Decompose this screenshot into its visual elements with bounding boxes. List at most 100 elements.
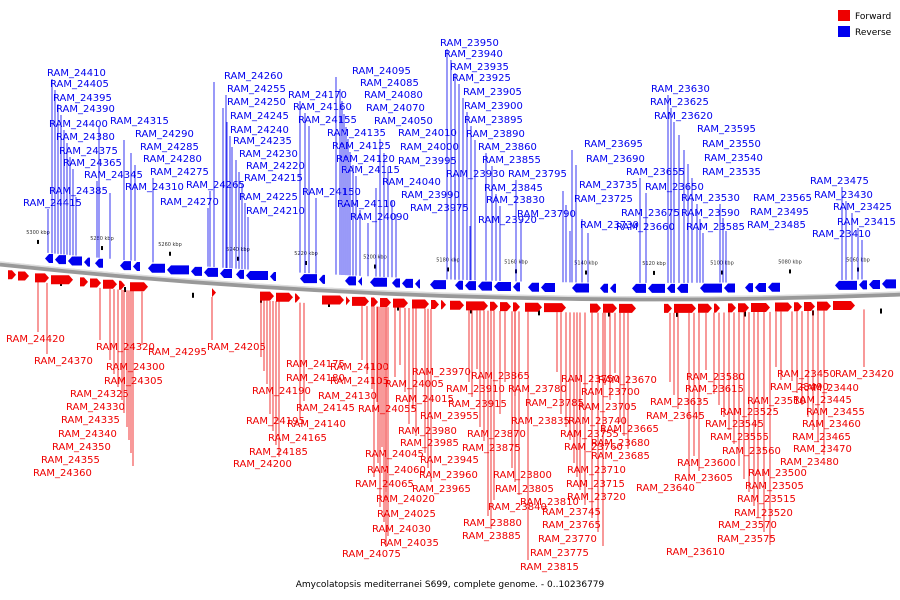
forward-gene-label: RAM_24060 bbox=[367, 465, 426, 476]
kbp-tick-label: 5200 kbp bbox=[363, 255, 387, 261]
kbp-tick bbox=[585, 270, 587, 275]
forward-gene-label: RAM_23570 bbox=[718, 520, 777, 531]
reverse-gene-label: RAM_24390 bbox=[56, 104, 115, 115]
forward-gene-label: RAM_24420 bbox=[6, 334, 65, 345]
reverse-gene-arrow bbox=[745, 283, 753, 293]
forward-gene-label: RAM_23470 bbox=[793, 444, 852, 455]
reverse-gene-label: RAM_24010 bbox=[398, 128, 457, 139]
forward-gene-label: RAM_23515 bbox=[737, 494, 796, 505]
reverse-gene-label: RAM_23890 bbox=[466, 129, 525, 140]
kbp-tick bbox=[305, 261, 307, 266]
reverse-gene-arrow bbox=[300, 274, 317, 284]
reverse-gene-label: RAM_23650 bbox=[645, 182, 704, 193]
reverse-gene-label: RAM_24385 bbox=[49, 186, 108, 197]
forward-gene-arrow bbox=[728, 303, 736, 313]
reverse-gene-label: RAM_23855 bbox=[482, 155, 541, 166]
reverse-leader-lines bbox=[47, 49, 863, 283]
reverse-gene-arrow bbox=[541, 282, 555, 292]
kbp-tick-label: 5280 kbp bbox=[90, 236, 114, 242]
reverse-gene-label: RAM_23675 bbox=[621, 208, 680, 219]
reverse-gene-arrow bbox=[700, 283, 722, 293]
forward-gene-arrow bbox=[817, 301, 831, 311]
reverse-gene-arrow bbox=[220, 268, 232, 278]
reverse-gene-label: RAM_24120 bbox=[336, 154, 395, 165]
forward-gene-label: RAM_23740 bbox=[568, 416, 627, 427]
reverse-gene-label: RAM_24380 bbox=[56, 132, 115, 143]
forward-gene-label: RAM_23705 bbox=[578, 402, 637, 413]
forward-gene-arrow bbox=[346, 296, 350, 306]
reverse-gene-arrow bbox=[392, 278, 400, 288]
reverse-gene-label: RAM_24220 bbox=[246, 161, 305, 172]
forward-gene-label: RAM_23870 bbox=[467, 429, 526, 440]
forward-gene-label: RAM_23815 bbox=[520, 562, 579, 573]
forward-gene-label: RAM_23575 bbox=[717, 534, 776, 545]
forward-gene-label: RAM_23490 bbox=[770, 382, 829, 393]
reverse-gene-arrow bbox=[167, 265, 189, 275]
reverse-gene-label: RAM_24245 bbox=[230, 111, 289, 122]
forward-gene-label: RAM_23980 bbox=[398, 426, 457, 437]
kbp-tick bbox=[124, 287, 126, 293]
kbp-tick-label: 5140 kbp bbox=[574, 261, 598, 267]
reverse-gene-label: RAM_24375 bbox=[59, 146, 118, 157]
reverse-gene-arrow bbox=[610, 283, 616, 293]
reverse-gene-arrow bbox=[528, 282, 539, 292]
forward-gene-arrow bbox=[698, 303, 712, 313]
forward-gene-arrow bbox=[500, 302, 511, 312]
forward-gene-label: RAM_24360 bbox=[33, 468, 92, 479]
forward-gene-label: RAM_23715 bbox=[566, 479, 625, 490]
forward-gene-label: RAM_23455 bbox=[806, 407, 865, 418]
forward-gene-label: RAM_24055 bbox=[358, 404, 417, 415]
legend-reverse-label: Reverse bbox=[855, 28, 892, 38]
reverse-gene-arrow bbox=[358, 276, 362, 286]
forward-gene-arrow bbox=[371, 297, 378, 307]
forward-gene-arrow bbox=[775, 302, 792, 312]
reverse-gene-label: RAM_24115 bbox=[341, 165, 400, 176]
kbp-tick bbox=[744, 311, 746, 317]
legend: Forward Reverse bbox=[838, 10, 892, 38]
forward-gene-arrow bbox=[212, 288, 216, 298]
forward-gene-label: RAM_23500 bbox=[748, 468, 807, 479]
reverse-gene-arrow bbox=[120, 261, 131, 271]
forward-gene-label: RAM_23665 bbox=[600, 424, 659, 435]
reverse-gene-arrow bbox=[84, 257, 90, 267]
forward-gene-arrow bbox=[90, 278, 101, 288]
forward-gene-arrow bbox=[490, 301, 498, 311]
legend-forward-swatch bbox=[838, 10, 850, 21]
reverse-gene-label: RAM_24095 bbox=[352, 66, 411, 77]
reverse-gene-label: RAM_23595 bbox=[697, 124, 756, 135]
forward-gene-label: RAM_23505 bbox=[745, 481, 804, 492]
reverse-gene-label: RAM_23550 bbox=[702, 139, 761, 150]
forward-gene-label: RAM_24195 bbox=[246, 416, 305, 427]
reverse-gene-label: RAM_23410 bbox=[812, 229, 871, 240]
reverse-gene-label: RAM_23495 bbox=[750, 207, 809, 218]
forward-gene-label: RAM_23805 bbox=[495, 484, 554, 495]
forward-gene-label: RAM_24130 bbox=[318, 391, 377, 402]
kbp-tick-label: 5260 kbp bbox=[158, 242, 182, 248]
forward-gene-arrow bbox=[322, 295, 344, 305]
forward-gene-arrow bbox=[51, 275, 73, 285]
reverse-gene-label: RAM_23950 bbox=[440, 38, 499, 49]
reverse-gene-label: RAM_24415 bbox=[23, 198, 82, 209]
genome-backbone-highlight bbox=[0, 261, 900, 298]
reverse-gene-arrow bbox=[370, 277, 387, 287]
forward-gene-arrow bbox=[80, 277, 88, 287]
kbp-tick bbox=[397, 305, 399, 311]
forward-gene-arrow bbox=[664, 303, 672, 313]
reverse-gene-arrow bbox=[478, 281, 492, 291]
kbp-tick bbox=[608, 311, 610, 317]
forward-gene-arrow bbox=[380, 298, 391, 308]
reverse-gene-arrow bbox=[667, 283, 675, 293]
forward-gene-arrow bbox=[513, 302, 520, 312]
reverse-gene-label: RAM_24160 bbox=[293, 102, 352, 113]
forward-gene-label: RAM_23885 bbox=[462, 531, 521, 542]
forward-gene-label: RAM_23560 bbox=[722, 446, 781, 457]
reverse-gene-label: RAM_24270 bbox=[160, 197, 219, 208]
reverse-gene-arrow bbox=[768, 282, 780, 292]
kbp-tick-label: 5300 kbp bbox=[26, 230, 50, 236]
reverse-gene-label: RAM_24170 bbox=[288, 90, 347, 101]
reverse-gene-label: RAM_24280 bbox=[143, 154, 202, 165]
reverse-gene-label: RAM_23725 bbox=[574, 194, 633, 205]
forward-gene-label: RAM_24015 bbox=[395, 394, 454, 405]
forward-gene-label: RAM_23580 bbox=[686, 372, 745, 383]
